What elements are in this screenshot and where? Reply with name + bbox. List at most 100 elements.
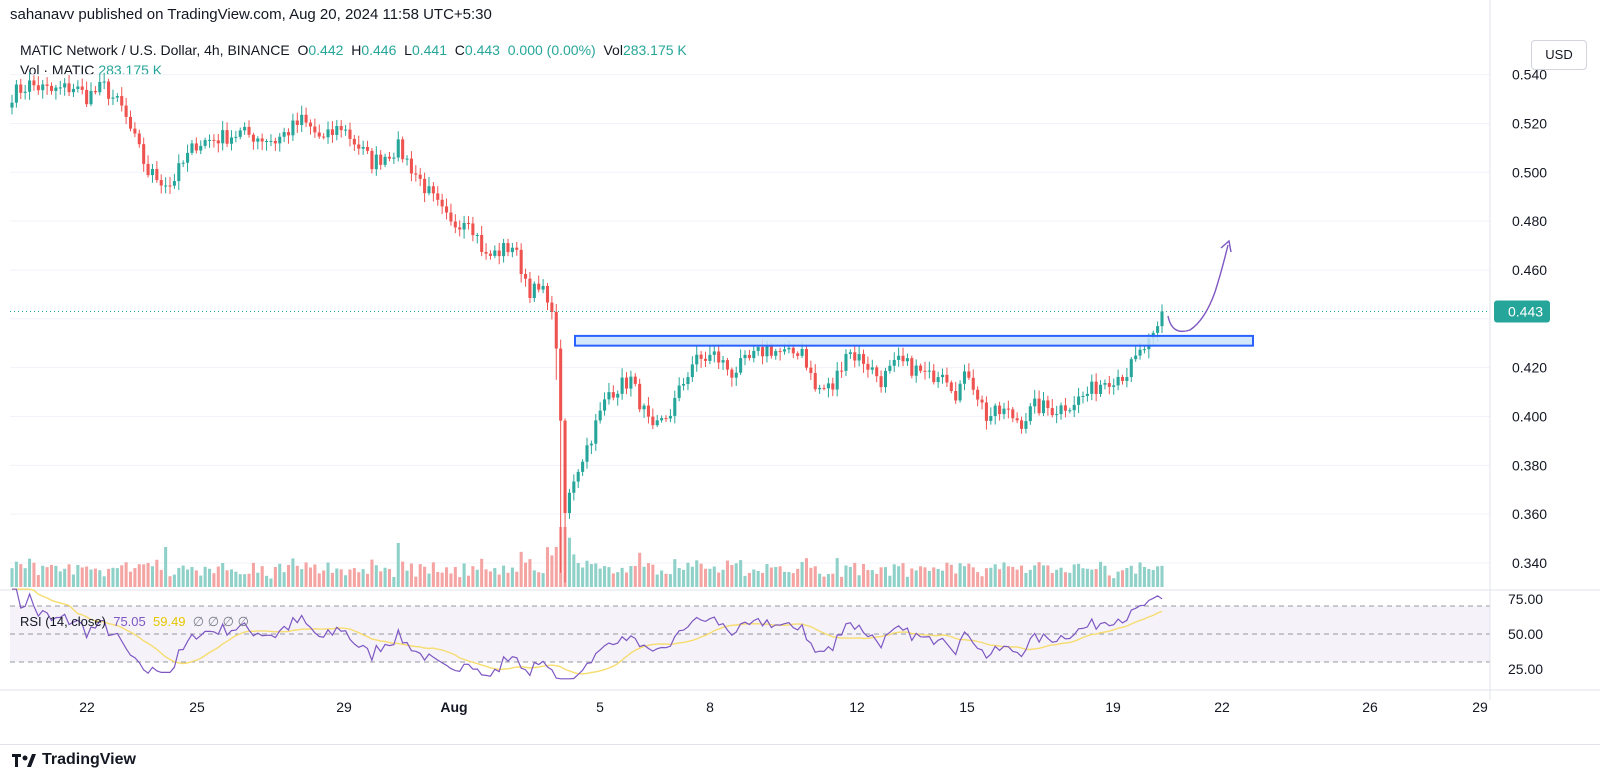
candle-body <box>58 87 62 89</box>
volume-bar <box>699 563 703 587</box>
time-axis[interactable]: 22 25 29 Aug 5 8 12 15 19 22 26 29 <box>0 689 1600 715</box>
volume-bar <box>717 572 721 587</box>
volume-bar <box>322 570 326 587</box>
candle-body <box>730 369 734 378</box>
volume-bar <box>980 576 984 587</box>
rsi-label[interactable]: RSI (14, close) <box>20 614 106 629</box>
volume-bar <box>949 564 953 587</box>
volume-label: Vol <box>603 42 623 58</box>
volume-bar <box>251 562 255 587</box>
price-axis[interactable]: 0.540 0.520 0.500 0.480 0.460 0.420 0.400 0.380… <box>1489 0 1547 700</box>
volume-bar <box>769 567 773 587</box>
candle-body <box>589 443 593 446</box>
candle-body <box>813 373 817 390</box>
volume-bar <box>401 561 405 587</box>
volume-bar <box>308 567 313 587</box>
candle-body <box>269 140 273 142</box>
candle-body <box>190 143 194 153</box>
volume-bar <box>1028 569 1032 587</box>
volume-bar <box>651 564 655 587</box>
candle-body <box>1099 384 1103 394</box>
candle-body <box>1125 377 1129 381</box>
rsi-legend: RSI (14, close) 75.05 59.49 ∅ ∅ ∅ ∅ <box>20 614 249 630</box>
candle-body <box>897 355 901 360</box>
candle-body <box>308 122 313 127</box>
volume-bar <box>313 564 317 587</box>
volume-bar <box>93 568 97 587</box>
candle-body <box>383 156 387 165</box>
volume-bar <box>194 570 198 587</box>
volume-value: 283.175 K <box>622 42 687 58</box>
volume-bar <box>462 563 466 587</box>
volume-bar <box>993 564 997 587</box>
candle-body <box>322 136 326 138</box>
candle-body <box>247 126 251 135</box>
volume-bar <box>67 564 71 587</box>
price-chart[interactable]: 0.540 0.520 0.500 0.480 0.460 0.420 0.400 0.380… <box>0 0 1600 744</box>
volume-bar <box>958 563 962 587</box>
candle-body <box>989 416 993 421</box>
volume-bar <box>32 562 36 587</box>
volume-bar <box>41 565 45 587</box>
volume-bar <box>370 559 374 587</box>
candle-body <box>164 185 168 187</box>
candle-body <box>146 163 150 176</box>
rsi-tick-label: 50.00 <box>1508 626 1543 642</box>
volume-bar <box>361 569 365 587</box>
volume-bar <box>98 570 102 587</box>
candle-body <box>607 392 611 400</box>
volume-bar <box>269 578 273 587</box>
candle-body <box>1138 349 1142 356</box>
volume-bar <box>914 570 918 587</box>
volume-bar <box>387 569 392 587</box>
last-price-badge: 0.443 <box>1494 300 1550 323</box>
time-tick-label: 19 <box>1105 699 1121 715</box>
price-tick-label: 0.500 <box>1512 164 1547 180</box>
volume-bar <box>142 564 146 587</box>
candle-body <box>642 405 646 410</box>
rsi-line <box>12 588 1163 680</box>
candle-body <box>326 129 330 138</box>
volume-bar <box>177 567 181 587</box>
volume-bar <box>567 537 571 587</box>
rsi-axis[interactable]: 75.00 50.00 25.00 <box>1508 591 1543 677</box>
volume-bar <box>576 562 580 587</box>
volume-bar <box>642 566 646 587</box>
candle-body <box>1002 408 1006 415</box>
tradingview-logo[interactable]: TradingView <box>12 751 136 769</box>
volume-bar <box>423 566 427 587</box>
candle-body <box>493 250 497 256</box>
candle-body <box>449 212 453 222</box>
candle-body <box>660 418 664 421</box>
time-tick-label: 22 <box>1214 699 1230 715</box>
volume-bar <box>216 566 220 587</box>
candle-body <box>1024 421 1028 429</box>
volume-bar <box>1033 565 1037 587</box>
volume-bar <box>892 564 896 587</box>
candle-body <box>466 222 471 224</box>
volume-bar <box>730 565 734 587</box>
time-tick-label: 15 <box>959 699 975 715</box>
candle-body <box>401 139 405 160</box>
price-tick-label: 0.540 <box>1512 67 1547 83</box>
currency-button[interactable]: USD <box>1531 40 1587 70</box>
candle-body <box>677 385 681 398</box>
candle-body <box>857 354 861 361</box>
resistance-zone[interactable] <box>574 334 1254 347</box>
volume-bar <box>317 573 321 587</box>
candle-body <box>273 140 277 144</box>
volume-row-label[interactable]: Vol · MATIC <box>20 62 95 78</box>
open-label: O <box>297 42 309 58</box>
candle-body <box>844 353 848 371</box>
projection-arrow[interactable] <box>1167 244 1229 333</box>
candle-body <box>585 445 589 462</box>
volume-bar <box>168 576 172 587</box>
volume-bar <box>1068 572 1072 587</box>
symbol-name[interactable]: MATIC Network / U.S. Dollar, 4h, BINANCE <box>20 42 290 58</box>
candle-body <box>914 365 918 376</box>
volume-bar <box>607 567 611 587</box>
tradingview-logo-icon <box>12 754 36 767</box>
volume-bar <box>330 572 334 587</box>
candle-body <box>1055 414 1059 416</box>
candle-body <box>76 86 80 89</box>
